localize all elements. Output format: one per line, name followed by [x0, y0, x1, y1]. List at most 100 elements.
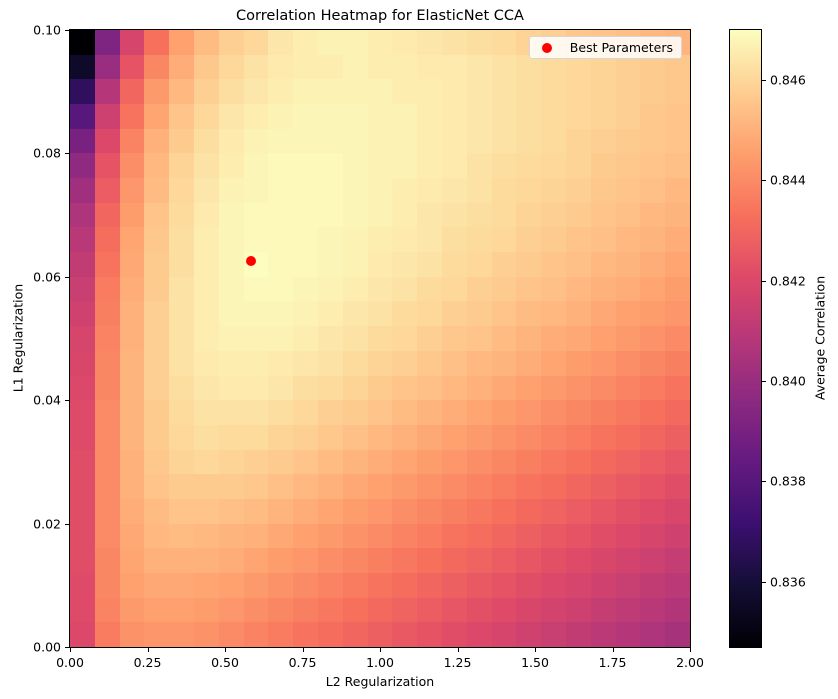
heatmap-cell: [615, 498, 641, 524]
heatmap-cell: [70, 326, 95, 351]
heatmap-cell: [70, 424, 95, 450]
heatmap-cell: [243, 498, 269, 524]
heatmap-cell: [94, 128, 120, 154]
heatmap-cell: [243, 202, 269, 228]
heatmap-cell: [565, 227, 591, 253]
heatmap-cell: [417, 178, 442, 203]
heatmap-cell: [70, 54, 95, 80]
heatmap-cell: [392, 79, 418, 105]
heatmap-cell: [367, 572, 393, 598]
heatmap-cell: [615, 449, 641, 475]
heatmap-cell: [144, 326, 170, 351]
heatmap-cell: [70, 153, 95, 179]
heatmap-cell: [516, 104, 542, 129]
heatmap-cell: [218, 424, 244, 450]
heatmap-cell: [317, 449, 343, 475]
heatmap-cell: [417, 375, 442, 401]
heatmap-cell: [615, 326, 641, 351]
heatmap-cell: [243, 572, 269, 598]
heatmap-cell: [193, 597, 219, 623]
heatmap-cell: [342, 153, 368, 179]
heatmap-cell: [169, 104, 194, 129]
heatmap-cell: [169, 178, 194, 203]
heatmap-cell: [491, 326, 517, 351]
heatmap-cell: [119, 375, 145, 401]
heatmap-cell: [640, 400, 666, 425]
heatmap-cell: [119, 79, 145, 105]
heatmap-cell: [144, 400, 170, 425]
heatmap-cell: [119, 128, 145, 154]
heatmap-cell: [441, 252, 467, 277]
heatmap-cell: [317, 301, 343, 327]
heatmap-cell: [243, 104, 269, 129]
heatmap-cell: [516, 474, 542, 499]
heatmap-cell: [94, 153, 120, 179]
heatmap-cell: [367, 79, 393, 105]
heatmap-cell: [665, 301, 690, 327]
heatmap-cell: [417, 572, 442, 598]
heatmap-cell: [466, 202, 492, 228]
heatmap-cell: [590, 79, 616, 105]
heatmap-cell: [665, 523, 690, 549]
heatmap-cell: [169, 326, 194, 351]
heatmap-cell: [491, 153, 517, 179]
heatmap-cell: [94, 276, 120, 302]
heatmap-cell: [268, 276, 294, 302]
heatmap-cell: [491, 350, 517, 376]
heatmap-cell: [144, 424, 170, 450]
heatmap-cell: [317, 375, 343, 401]
heatmap-cell: [342, 498, 368, 524]
heatmap-cell: [590, 326, 616, 351]
heatmap-cell: [590, 276, 616, 302]
heatmap-cell: [516, 301, 542, 327]
heatmap-cell: [590, 202, 616, 228]
x-tick-mark: [147, 647, 149, 652]
heatmap-cell: [144, 104, 170, 129]
heatmap-cell: [119, 572, 145, 598]
heatmap-cell: [491, 128, 517, 154]
heatmap-cell: [169, 449, 194, 475]
heatmap-cell: [491, 276, 517, 302]
heatmap-cell: [367, 350, 393, 376]
legend-label: Best Parameters: [569, 40, 673, 55]
heatmap-cell: [565, 276, 591, 302]
heatmap-cell: [193, 548, 219, 573]
heatmap-cell: [392, 104, 418, 129]
heatmap-cell: [169, 548, 194, 573]
heatmap-cell: [342, 178, 368, 203]
heatmap-cell: [268, 622, 294, 647]
heatmap-cell: [119, 498, 145, 524]
heatmap-cell: [441, 622, 467, 647]
heatmap-cell: [119, 622, 145, 647]
heatmap-cell: [491, 622, 517, 647]
heatmap-cell: [392, 326, 418, 351]
heatmap-cell: [94, 350, 120, 376]
heatmap-cell: [640, 276, 666, 302]
heatmap-cell: [417, 474, 442, 499]
colorbar-tick-label: 0.838: [770, 473, 806, 489]
heatmap-cell: [119, 227, 145, 253]
heatmap-cell: [466, 227, 492, 253]
heatmap-cell: [94, 572, 120, 598]
heatmap-cell: [119, 424, 145, 450]
heatmap-cell: [541, 128, 566, 154]
heatmap-cell: [342, 350, 368, 376]
heatmap-cell: [541, 326, 566, 351]
heatmap-cell: [590, 252, 616, 277]
heatmap-cell: [70, 178, 95, 203]
heatmap-cell: [466, 498, 492, 524]
heatmap-cell: [565, 597, 591, 623]
heatmap-cell: [342, 400, 368, 425]
heatmap-cell: [293, 548, 318, 573]
heatmap-cell: [144, 54, 170, 80]
heatmap-cell: [268, 597, 294, 623]
heatmap-cell: [243, 30, 269, 55]
heatmap-cell: [193, 252, 219, 277]
heatmap-cell: [615, 252, 641, 277]
heatmap-cell: [491, 30, 517, 55]
heatmap-cell: [268, 498, 294, 524]
heatmap-cell: [342, 597, 368, 623]
heatmap-cell: [94, 252, 120, 277]
heatmap-cell: [417, 276, 442, 302]
heatmap-cell: [94, 202, 120, 228]
